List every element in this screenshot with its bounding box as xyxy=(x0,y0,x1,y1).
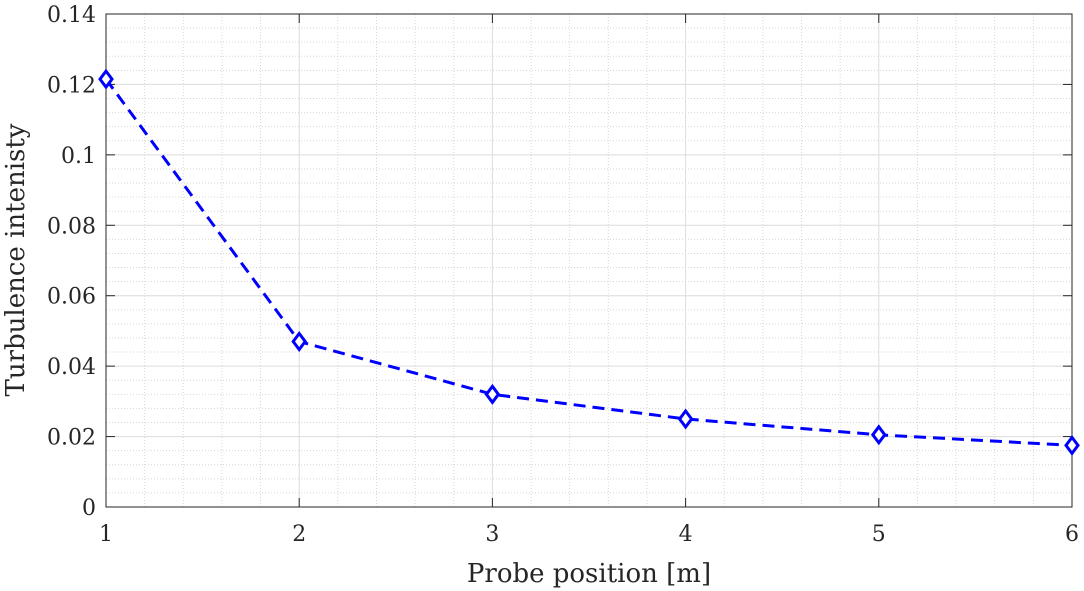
x-tick-labels: 1 2 3 4 5 6 xyxy=(99,522,1079,547)
series-line xyxy=(104,78,1073,447)
x-tick-label: 2 xyxy=(292,522,306,547)
x-tick-label: 3 xyxy=(485,522,499,547)
y-tick-label: 0 xyxy=(82,496,96,521)
y-tick-label: 0.02 xyxy=(47,426,96,451)
data-point-marker xyxy=(870,424,887,446)
data-point-marker xyxy=(677,408,694,430)
data-point-marker xyxy=(1064,434,1080,456)
x-tick-label: 1 xyxy=(99,522,113,547)
x-tick-label: 4 xyxy=(679,522,693,547)
y-tick-label: 0.06 xyxy=(47,285,96,310)
axis-ticks xyxy=(105,13,1073,508)
y-tick-label: 0.14 xyxy=(47,3,96,28)
data-point-marker xyxy=(98,68,114,90)
y-axis-label: Turbulence intenisty xyxy=(1,123,31,396)
x-axis-label: Probe position [m] xyxy=(467,559,711,589)
y-tick-label: 0.12 xyxy=(47,73,96,98)
y-tick-labels: 0 0.02 0.04 0.06 0.08 0.1 0.12 0.14 xyxy=(47,3,96,521)
plot-frame xyxy=(105,13,1073,508)
minor-grid xyxy=(106,14,1072,507)
x-tick-label: 5 xyxy=(872,522,886,547)
series-layer xyxy=(98,68,1080,456)
y-tick-label: 0.08 xyxy=(47,214,96,239)
data-point-marker xyxy=(291,330,308,352)
major-grid xyxy=(106,14,1072,507)
y-tick-label: 0.1 xyxy=(61,144,96,169)
x-tick-label: 6 xyxy=(1065,522,1079,547)
y-tick-label: 0.04 xyxy=(47,355,96,380)
data-point-marker xyxy=(484,383,501,405)
